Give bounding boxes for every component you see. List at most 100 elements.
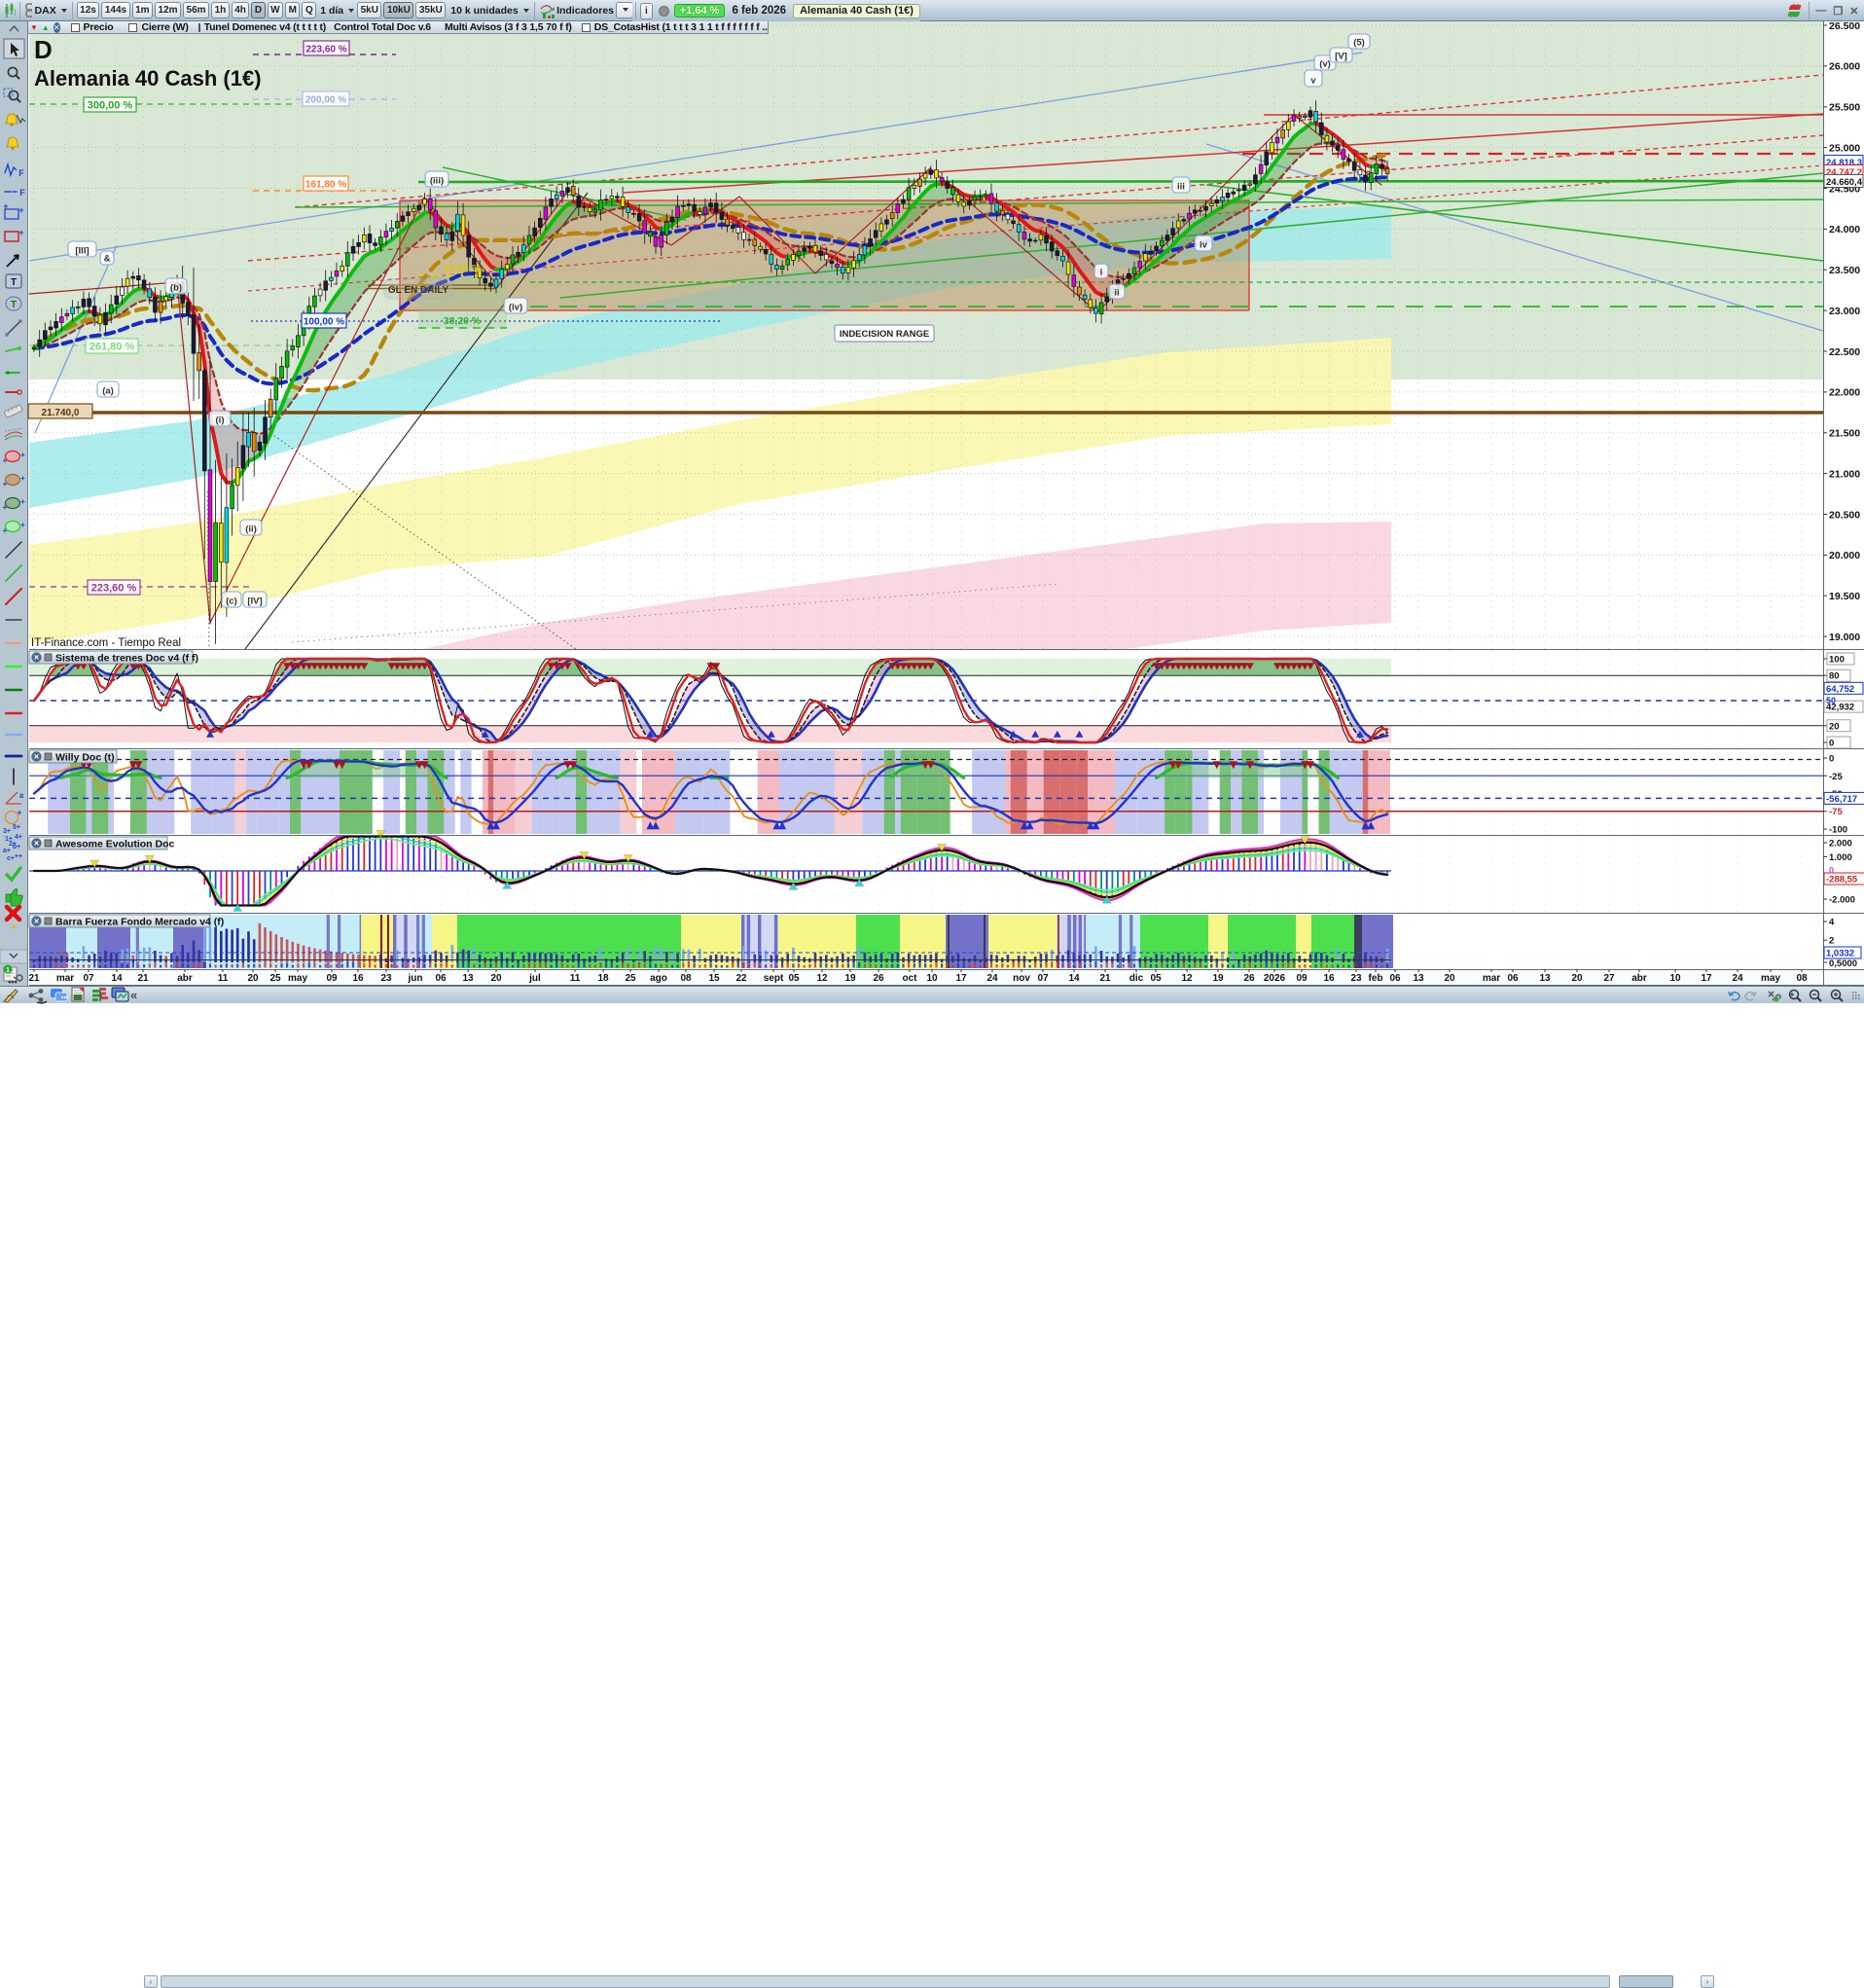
svg-text:Barra Fuerza Fondo Mercado v4: Barra Fuerza Fondo Mercado v4 (f)	[55, 917, 224, 928]
svg-text:19.000: 19.000	[1829, 632, 1860, 643]
svg-text:+: +	[3, 503, 8, 512]
svg-text:feb: feb	[1369, 973, 1383, 984]
svg-text:(b): (b)	[170, 283, 182, 294]
svg-text:ii: ii	[1114, 288, 1119, 299]
svg-text:iv: iv	[1200, 240, 1208, 251]
svg-text:05: 05	[788, 973, 800, 984]
svg-text:++: ++	[15, 853, 22, 860]
svg-text:50: 50	[1826, 696, 1836, 705]
svg-text:0: 0	[1829, 739, 1834, 749]
svg-text:22.500: 22.500	[1829, 346, 1860, 358]
svg-text:24.660,4: 24.660,4	[1826, 177, 1863, 188]
svg-text:17: 17	[955, 973, 967, 984]
svg-text:21: 21	[1099, 973, 1111, 984]
svg-text:223,60 %: 223,60 %	[91, 583, 137, 595]
svg-text:300,00 %: 300,00 %	[88, 100, 133, 112]
svg-text:18: 18	[597, 973, 609, 984]
svg-text:(ii): (ii)	[245, 524, 257, 535]
svg-text:09: 09	[1296, 973, 1308, 984]
svg-text:21.000: 21.000	[1829, 468, 1860, 480]
svg-text:20: 20	[1829, 721, 1840, 732]
svg-text:261,80 %: 261,80 %	[90, 342, 135, 353]
svg-text:42,932: 42,932	[1826, 703, 1854, 713]
svg-text:05: 05	[1150, 973, 1162, 984]
svg-text:20: 20	[1444, 973, 1455, 984]
svg-text:+: +	[17, 808, 21, 817]
svg-text:3+: 3+	[3, 828, 11, 835]
svg-text:26: 26	[873, 973, 884, 984]
svg-text:[V]: [V]	[1335, 52, 1347, 62]
svg-text:ago: ago	[650, 973, 667, 984]
svg-text:×: ×	[34, 839, 39, 849]
svg-text:v: v	[1310, 76, 1316, 87]
svg-text:&: &	[104, 254, 111, 265]
svg-text:20: 20	[1571, 973, 1583, 984]
svg-text:25: 25	[269, 973, 281, 984]
svg-text:a+: a+	[3, 848, 11, 854]
svg-text:0,5000: 0,5000	[1829, 958, 1857, 969]
svg-text:5+: 5+	[13, 824, 20, 831]
svg-text:06: 06	[1507, 973, 1519, 984]
svg-text:sept: sept	[764, 973, 784, 984]
svg-text:F: F	[19, 188, 25, 198]
svg-text:22: 22	[735, 973, 747, 984]
svg-text:26: 26	[1243, 973, 1255, 984]
svg-text:07: 07	[1037, 973, 1049, 984]
svg-text:INDECISION RANGE: INDECISION RANGE	[840, 329, 929, 340]
svg-text:80: 80	[1829, 671, 1840, 682]
svg-text:+: +	[18, 228, 23, 237]
svg-text:23,60 %: 23,60 %	[444, 263, 482, 274]
svg-text:13: 13	[1539, 973, 1551, 984]
svg-text:may: may	[1761, 973, 1780, 984]
svg-text:19: 19	[1212, 973, 1224, 984]
svg-text:+: +	[20, 451, 25, 459]
svg-text:16: 16	[352, 973, 364, 984]
svg-text:GL EN DAILY: GL EN DAILY	[388, 285, 449, 296]
svg-text:0: 0	[1829, 865, 1834, 875]
svg-text:19.500: 19.500	[1829, 591, 1860, 602]
svg-text:08: 08	[1796, 973, 1808, 984]
svg-text:-2.000: -2.000	[1829, 895, 1855, 906]
svg-text:abr: abr	[177, 973, 193, 984]
svg-text:+: +	[20, 497, 25, 506]
svg-text:38,20 %: 38,20 %	[444, 315, 482, 327]
svg-text:T: T	[11, 277, 17, 288]
svg-text:×: ×	[34, 752, 39, 762]
svg-text:nov: nov	[1013, 973, 1030, 984]
svg-text:+: +	[20, 474, 25, 483]
svg-text:06: 06	[1389, 973, 1401, 984]
svg-text:Awesome Evolution Doc: Awesome Evolution Doc	[55, 839, 174, 850]
svg-text:20: 20	[247, 973, 259, 984]
svg-text:mar: mar	[1483, 973, 1500, 984]
svg-text:•••: •••	[8, 977, 17, 986]
svg-text:(c): (c)	[226, 596, 237, 607]
svg-text:13: 13	[1413, 973, 1424, 984]
svg-text:T: T	[11, 300, 17, 310]
svg-text:(iii): (iii)	[430, 176, 444, 187]
svg-text:26.000: 26.000	[1829, 61, 1860, 73]
svg-text:08: 08	[680, 973, 692, 984]
svg-text:0: 0	[1829, 754, 1834, 765]
svg-text:D: D	[34, 35, 53, 64]
svg-text:i: i	[1100, 268, 1103, 278]
svg-text:Alemania 40 Cash (1€): Alemania 40 Cash (1€)	[34, 66, 262, 90]
svg-text:23: 23	[380, 973, 392, 984]
svg-text:24.818,3: 24.818,3	[1826, 158, 1862, 168]
svg-text:+: +	[3, 480, 8, 488]
svg-text:24.747,2: 24.747,2	[1826, 167, 1862, 178]
svg-text:-56,717: -56,717	[1826, 794, 1857, 805]
svg-text:dic: dic	[1129, 973, 1144, 984]
svg-text:24: 24	[986, 973, 998, 984]
svg-text:2: 2	[1829, 936, 1834, 947]
svg-text:15: 15	[708, 973, 720, 984]
svg-text:14: 14	[111, 973, 123, 984]
svg-text:+: +	[20, 521, 25, 529]
svg-text:b+: b+	[13, 844, 20, 850]
svg-text:10: 10	[1669, 973, 1681, 984]
svg-text:(5): (5)	[1353, 38, 1365, 49]
svg-text:12: 12	[1181, 973, 1193, 984]
svg-text:+: +	[3, 201, 8, 211]
svg-text:-75: -75	[1829, 807, 1843, 817]
svg-text:25.000: 25.000	[1829, 142, 1860, 154]
svg-text:100: 100	[1829, 655, 1845, 666]
